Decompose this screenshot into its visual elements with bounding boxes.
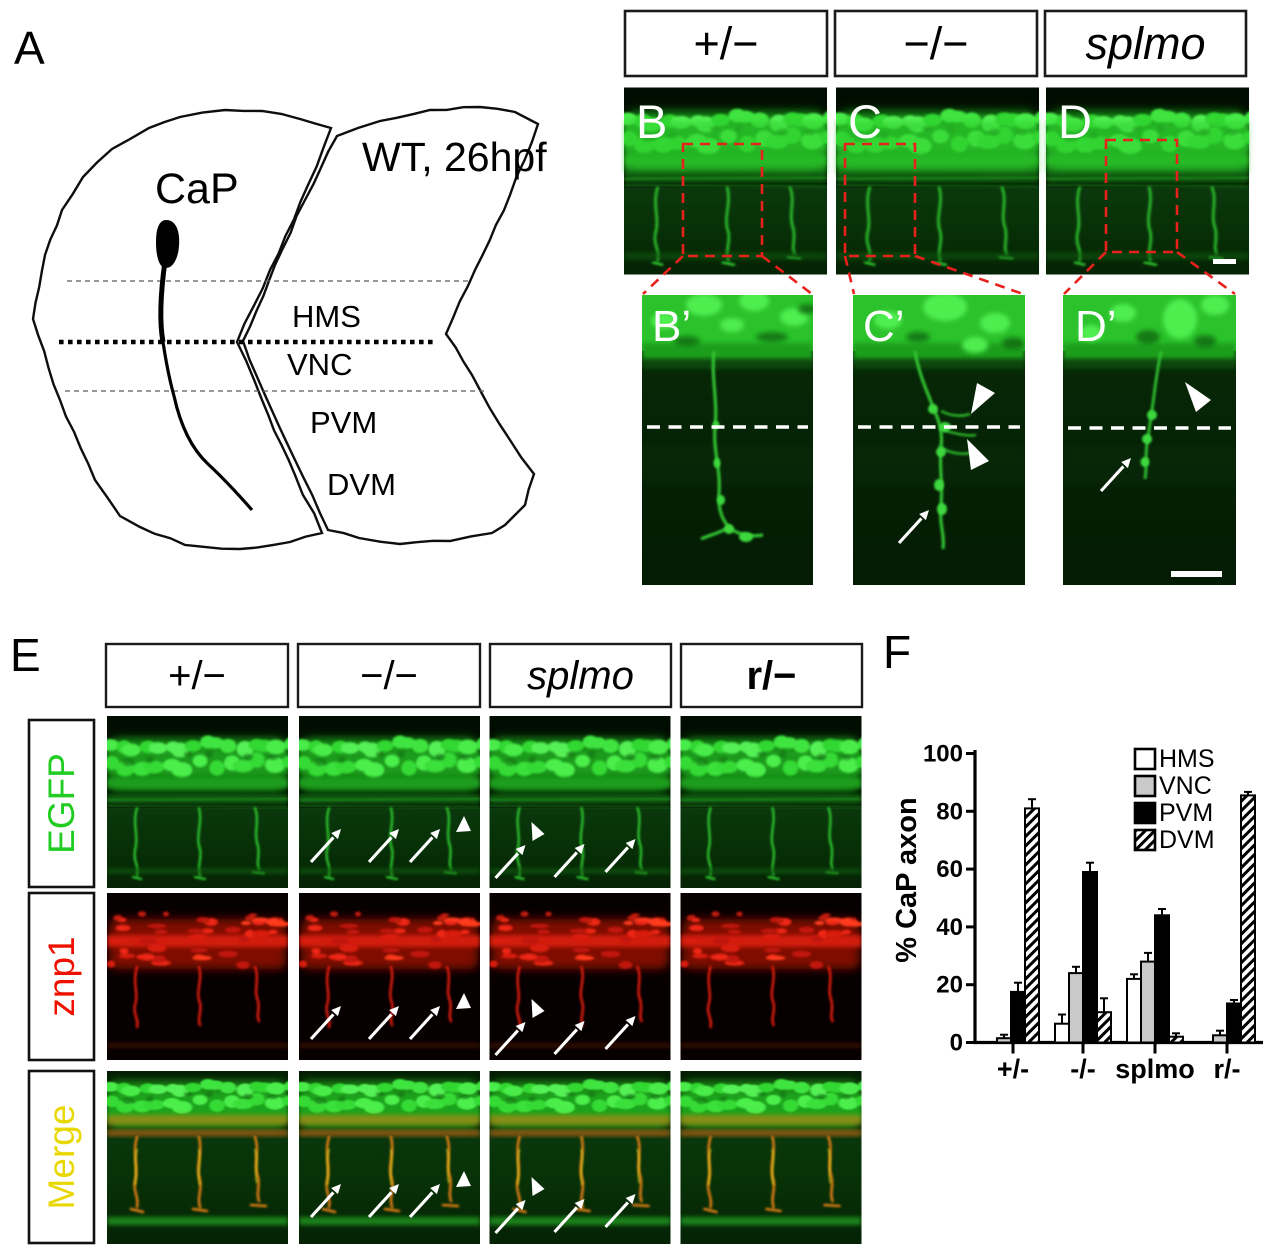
svg-text:B’: B’ <box>652 302 691 351</box>
svg-text:VNC: VNC <box>1159 772 1212 800</box>
svg-text:r/-: r/- <box>1214 1054 1241 1084</box>
svg-text:C: C <box>848 95 882 148</box>
svg-text:splmo: splmo <box>527 654 634 698</box>
svg-text:80: 80 <box>936 798 963 825</box>
svg-text:Merge: Merge <box>41 1105 82 1210</box>
svg-text:C’: C’ <box>863 302 905 351</box>
svg-text:+/−: +/− <box>693 18 758 69</box>
svg-text:HMS: HMS <box>1159 745 1215 773</box>
svg-text:DVM: DVM <box>327 467 396 502</box>
svg-text:r/−: r/− <box>746 654 796 698</box>
svg-text:EGFP: EGFP <box>41 753 82 854</box>
svg-text:20: 20 <box>936 972 963 999</box>
svg-text:VNC: VNC <box>287 347 352 382</box>
svg-text:DVM: DVM <box>1159 826 1215 854</box>
svg-text:−/−: −/− <box>360 654 418 698</box>
svg-text:WT, 26hpf: WT, 26hpf <box>362 134 547 180</box>
svg-text:PVM: PVM <box>1159 799 1213 827</box>
svg-text:-/-: -/- <box>1070 1054 1095 1084</box>
svg-text:CaP: CaP <box>155 165 239 213</box>
svg-text:0: 0 <box>950 1030 963 1057</box>
svg-text:D: D <box>1058 95 1092 148</box>
svg-text:D’: D’ <box>1075 302 1117 351</box>
svg-text:HMS: HMS <box>292 299 361 334</box>
svg-text:E: E <box>10 629 41 681</box>
svg-text:% CaP axon: % CaP axon <box>891 797 923 962</box>
svg-text:splmo: splmo <box>1115 1054 1195 1084</box>
svg-text:PVM: PVM <box>310 405 377 440</box>
svg-text:F: F <box>883 626 911 678</box>
svg-text:100: 100 <box>923 741 963 768</box>
svg-text:splmo: splmo <box>1085 18 1205 69</box>
svg-text:40: 40 <box>936 914 963 941</box>
svg-text:A: A <box>14 22 45 74</box>
svg-text:−/−: −/− <box>903 18 968 69</box>
svg-text:znp1: znp1 <box>41 936 82 1016</box>
svg-text:+/−: +/− <box>168 654 226 698</box>
svg-text:+/-: +/- <box>997 1054 1029 1084</box>
svg-text:60: 60 <box>936 856 963 883</box>
svg-text:B: B <box>636 95 667 148</box>
